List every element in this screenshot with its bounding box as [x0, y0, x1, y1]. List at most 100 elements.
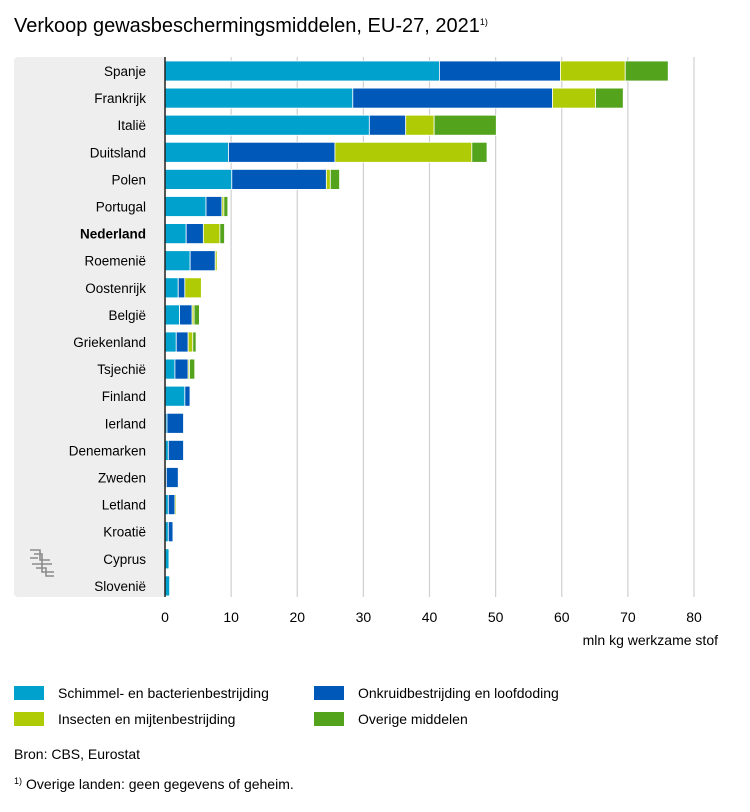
category-label: Zweden — [98, 471, 146, 486]
category-label: Tsjechië — [97, 362, 146, 377]
bar-segment — [174, 494, 177, 516]
x-tick-labels: 0 10 20 30 40 50 60 70 80 — [161, 609, 702, 625]
source-note: Bron: CBS, Eurostat — [14, 746, 141, 762]
bar-segment — [223, 196, 229, 217]
footnote-marker: 1) — [14, 776, 23, 786]
bar-segment — [164, 196, 207, 217]
legend-item-overige: Overige middelen — [314, 709, 468, 729]
label-panel — [14, 57, 166, 597]
category-label: Roemenië — [84, 254, 146, 269]
bar-segment — [164, 60, 440, 82]
footnote-text: Overige landen: geen gegevens of geheim. — [26, 776, 294, 792]
category-label: België — [108, 308, 146, 323]
bar-segment — [166, 412, 184, 434]
bar-segment — [164, 87, 354, 109]
category-label: Cyprus — [103, 552, 146, 567]
bar-segment — [187, 331, 194, 353]
footnote: 1) Overige landen: geen gegevens of gehei… — [14, 776, 294, 792]
gridlines — [230, 57, 695, 597]
bar-segment — [205, 196, 223, 217]
bar-segment — [177, 277, 186, 299]
x-tick-label: 50 — [488, 609, 504, 625]
category-label: Oostenrijk — [85, 281, 146, 296]
x-tick-label: 20 — [289, 609, 305, 625]
x-tick-label: 0 — [161, 609, 169, 625]
cbs-logo-icon — [30, 549, 54, 577]
x-tick-label: 70 — [620, 609, 636, 625]
bar-chart: Spanje Frankrijk Italië Duitsland Polen Portu… — [14, 57, 702, 625]
category-label: Finland — [102, 389, 146, 404]
legend-swatch-onkruid — [314, 686, 344, 700]
legend-label-insecten: Insecten en mijtenbestrijding — [58, 711, 236, 727]
bar-segment — [325, 168, 331, 190]
bar-segment — [167, 521, 174, 543]
bar-segment — [164, 223, 187, 245]
category-label: Spanje — [104, 64, 146, 79]
bar-segment — [439, 60, 561, 82]
category-label: Portugal — [96, 200, 146, 215]
bar-segment — [231, 168, 327, 190]
bar-segment — [624, 60, 669, 82]
x-tick-label: 60 — [554, 609, 570, 625]
bar-segment — [216, 250, 219, 272]
bar-segment — [189, 385, 192, 407]
bar-segment — [184, 277, 202, 299]
legend-label-overige: Overige middelen — [358, 711, 468, 727]
bar-segment — [164, 141, 229, 163]
bar-segment — [164, 385, 186, 407]
legend-swatch-overige — [314, 712, 344, 726]
bar-segment — [352, 87, 553, 109]
category-label: Italië — [117, 118, 146, 133]
category-label: Ierland — [105, 416, 146, 431]
bar-segment — [595, 87, 624, 109]
bar-segment — [167, 439, 184, 461]
bar-segment — [471, 141, 488, 163]
bar-segment — [164, 250, 191, 272]
x-tick-label: 40 — [422, 609, 438, 625]
bar-segment — [192, 331, 197, 353]
bar-segment — [167, 494, 176, 516]
bar-segment — [219, 223, 225, 245]
legend-swatch-schimmel — [14, 686, 44, 700]
bars — [164, 60, 669, 597]
bar-segment — [164, 168, 233, 190]
x-axis-label: mln kg werkzame stof — [582, 632, 718, 648]
category-label: Polen — [111, 172, 146, 187]
bar-segment — [228, 141, 336, 163]
legend-item-schimmel: Schimmel- en bacterienbestrijding — [14, 683, 269, 703]
bar-segment — [334, 141, 473, 163]
bar-segment — [185, 223, 204, 245]
bar-segment — [202, 223, 221, 245]
bar-segment — [179, 304, 193, 326]
chart-title: Verkoop gewasbeschermingsmiddelen, EU-27… — [14, 8, 488, 40]
x-tick-label: 30 — [356, 609, 372, 625]
category-label: Griekenland — [73, 335, 146, 350]
category-label: Denemarken — [69, 443, 146, 458]
title-footnote-marker: 1) — [479, 17, 488, 27]
bar-segment — [175, 331, 189, 353]
category-label: Letland — [102, 498, 146, 513]
category-label: Slovenië — [94, 579, 146, 594]
bar-segment — [552, 87, 596, 109]
bar-segment — [164, 331, 177, 353]
legend-swatch-insecten — [14, 712, 44, 726]
bar-segment — [164, 358, 176, 380]
category-label: Nederland — [80, 227, 146, 242]
legend-label-schimmel: Schimmel- en bacterienbestrijding — [58, 685, 269, 701]
bar-segment — [184, 385, 191, 407]
bar-segment — [433, 114, 497, 136]
category-label: Duitsland — [90, 145, 146, 160]
bar-segment — [200, 277, 203, 299]
bar-segment — [164, 114, 370, 136]
category-labels: Spanje Frankrijk Italië Duitsland Polen Portu… — [69, 64, 147, 594]
legend-item-insecten: Insecten en mijtenbestrijding — [14, 709, 235, 729]
bar-segment — [405, 114, 435, 136]
bar-segment — [368, 114, 407, 136]
x-tick-label: 10 — [223, 609, 239, 625]
bar-segment — [165, 467, 179, 488]
bar-segment — [193, 304, 200, 326]
x-tick-label: 80 — [686, 609, 702, 625]
legend-label-onkruid: Onkruidbestrijding en loofdoding — [358, 685, 559, 701]
category-label: Frankrijk — [94, 91, 146, 106]
bar-segment — [174, 358, 189, 380]
